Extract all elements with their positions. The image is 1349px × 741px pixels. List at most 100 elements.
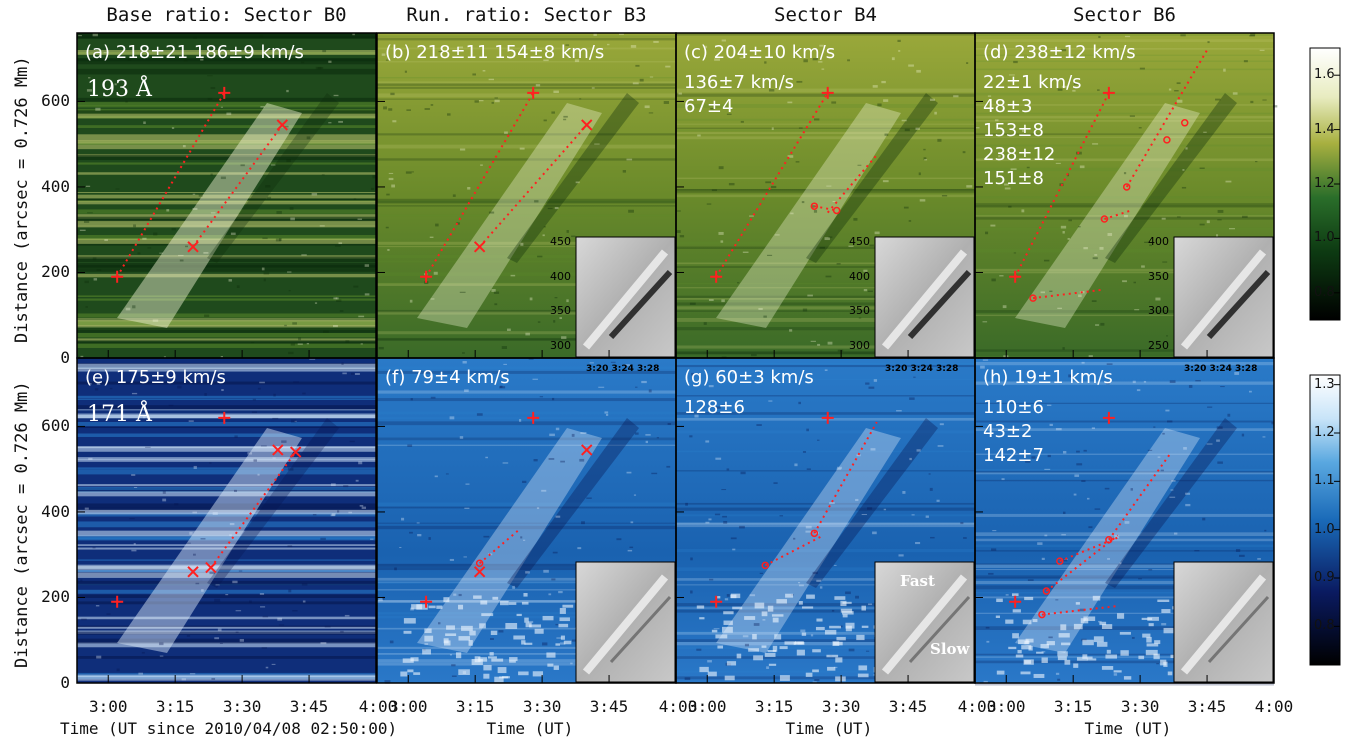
- plus-marker: [1102, 86, 1115, 99]
- inset-time-labels: 3:20 3:24 3:28: [1184, 364, 1258, 374]
- panel-letter: (d): [983, 42, 1015, 63]
- inset-ytick: 300: [550, 339, 571, 352]
- fit-line: [764, 534, 824, 567]
- speed-text: 204±10 km/s: [713, 42, 836, 63]
- ytick-label: 600: [41, 91, 70, 111]
- cross-marker: [187, 566, 199, 578]
- xtick-label: 3:45: [289, 697, 329, 716]
- ytick-label: 200: [41, 262, 70, 282]
- speed-text: 110±6: [983, 397, 1044, 418]
- panel-label-a: (a) 218±21 186±9 km/s: [85, 41, 304, 65]
- speed-text: 153±8: [983, 120, 1044, 141]
- speed-line: 128±6: [684, 396, 745, 420]
- panel-letter: (c): [684, 42, 714, 63]
- wavelength-label: 171 Å: [87, 402, 152, 427]
- x-axis-label: Time (UT): [486, 719, 574, 738]
- xtick-label: 3:30: [222, 697, 262, 716]
- panel-letter: (h): [983, 367, 1015, 388]
- xtick-label: 3:15: [1053, 697, 1093, 716]
- inset-time-labels: 3:20 3:24 3:28: [885, 364, 959, 374]
- xtick-label: 4:00: [358, 697, 398, 716]
- circle-marker: [1038, 610, 1046, 619]
- fit-markers: [420, 411, 593, 608]
- column-title: Run. ratio: Sector B3: [406, 4, 647, 26]
- plus-marker: [527, 411, 540, 424]
- plus-marker: [111, 595, 124, 608]
- plus-marker: [527, 86, 540, 99]
- inset-g: [874, 561, 975, 683]
- fit-markers: [1009, 49, 1208, 302]
- fit-line: [1014, 92, 1110, 278]
- colorbar-tick-label: 1.2: [1314, 425, 1335, 440]
- colorbar-tick-label: 0.8: [1314, 618, 1335, 634]
- plus-marker: [821, 411, 834, 424]
- speed-text: 218±21 186±9 km/s: [115, 42, 304, 63]
- column-title: Base ratio: Sector B0: [106, 4, 347, 26]
- colorbar-tick-label: 1.4: [1314, 121, 1335, 137]
- xtick-label: 3:00: [388, 697, 428, 716]
- xtick-label: 3:45: [1187, 697, 1227, 716]
- plus-marker: [1009, 595, 1022, 608]
- plus-marker: [710, 595, 723, 608]
- ytick-label: 600: [41, 416, 70, 436]
- xtick-label: 3:30: [1120, 697, 1160, 716]
- speed-line: 153±8: [983, 119, 1044, 143]
- speed-line: 67±4: [684, 95, 733, 119]
- cross-marker: [581, 444, 593, 456]
- inset-ytick: 350: [550, 304, 571, 318]
- circle-marker: [1029, 294, 1037, 302]
- speed-line: 110±6: [983, 396, 1044, 420]
- xtick-label: 3:15: [155, 697, 195, 716]
- x-axis-label: Time (UT since 2010/04/08 02:50:00): [60, 719, 398, 738]
- panel-frame: [974, 357, 1275, 684]
- xtick-label: 4:00: [658, 697, 698, 716]
- speed-line: 142±7: [983, 444, 1044, 468]
- colorbar-tick-label: 1.3: [1314, 376, 1335, 392]
- xtick-label: 3:30: [821, 697, 861, 716]
- panel-label-h: (h) 19±1 km/s: [983, 366, 1113, 390]
- inset-time-labels: 3:20 3:24 3:28: [586, 364, 660, 374]
- inset-c: [874, 236, 975, 358]
- xtick-label: 3:00: [687, 697, 727, 716]
- speed-text: 175±9 km/s: [115, 367, 226, 388]
- plus-marker: [111, 270, 124, 283]
- circle-marker: [475, 559, 484, 568]
- fit-markers: [111, 411, 302, 608]
- xtick-label: 4:00: [957, 697, 997, 716]
- x-axis-label: Time (UT): [785, 719, 873, 738]
- ytick-label: 200: [41, 587, 70, 607]
- plus-marker: [218, 411, 231, 424]
- fit-markers: [1009, 411, 1173, 619]
- inset-ytick: 350: [849, 304, 870, 318]
- fit-markers: [710, 86, 878, 283]
- fit-line: [478, 528, 521, 565]
- speed-text: 151±8: [983, 168, 1044, 189]
- speed-text: 19±1 km/s: [1014, 367, 1113, 388]
- xtick-label: 3:00: [88, 697, 128, 716]
- circle-marker: [1056, 557, 1064, 565]
- cross-marker: [276, 119, 288, 131]
- ytick-label: 400: [41, 501, 70, 521]
- wavelength-label: 193 Å: [87, 77, 152, 102]
- speed-text: 128±6: [684, 397, 745, 418]
- inset-ytick: 400: [849, 269, 870, 283]
- colorbar-tick-label: 0.8: [1314, 284, 1335, 300]
- xtick-label: 3:45: [888, 697, 928, 716]
- colorbar-tick-label: 1.0: [1314, 230, 1335, 246]
- speed-line: 43±2: [983, 420, 1032, 444]
- inset-ytick: 400: [1148, 235, 1169, 248]
- plus-marker: [1009, 270, 1022, 283]
- plus-marker: [218, 86, 231, 99]
- panel-label-b: (b) 218±11 154±8 km/s: [385, 41, 604, 65]
- colorbar-tick-label: 1.1: [1314, 473, 1335, 489]
- plus-marker: [420, 270, 433, 283]
- speed-text: 43±2: [983, 421, 1033, 442]
- ytick-label: 0: [60, 673, 70, 692]
- speed-text: 79±4 km/s: [411, 367, 510, 388]
- plus-marker: [1102, 411, 1115, 424]
- panel-label-f: (f) 79±4 km/s: [385, 366, 510, 390]
- ytick-label: 0: [60, 348, 70, 367]
- inset-ytick: 400: [550, 269, 571, 283]
- cross-marker: [289, 446, 302, 458]
